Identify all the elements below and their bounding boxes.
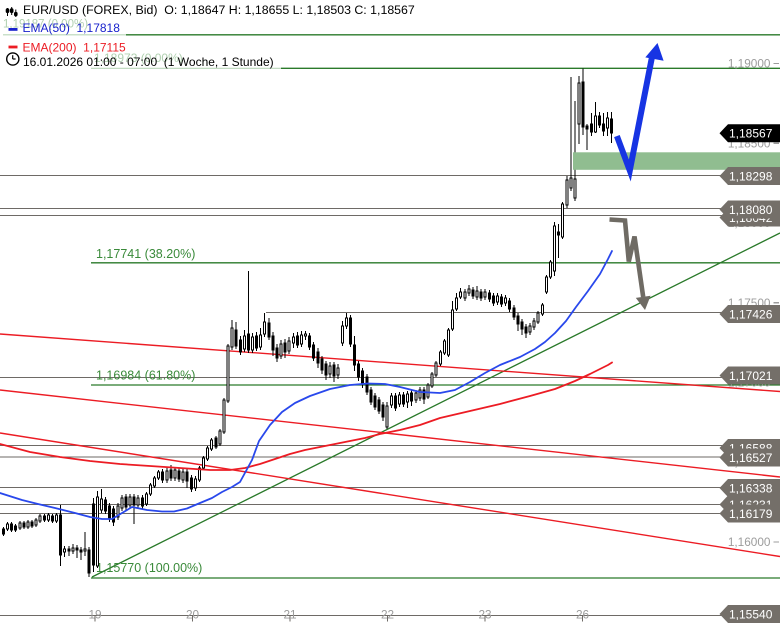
svg-text:1,16984 (61.80%): 1,16984 (61.80%): [96, 369, 195, 383]
svg-text:1,16000: 1,16000: [728, 535, 771, 549]
svg-text:22: 22: [381, 608, 394, 622]
svg-text:26: 26: [576, 608, 590, 622]
svg-text:1,17021: 1,17021: [729, 369, 773, 383]
svg-text:EUR/USD (FOREX, Bid) O: 1,186: EUR/USD (FOREX, Bid) O: 1,18647 H: 1,186…: [23, 3, 415, 17]
svg-text:19: 19: [88, 608, 101, 622]
svg-text:1,17741 (38.20%): 1,17741 (38.20%): [96, 247, 195, 261]
svg-text:1,15770 (100.00%): 1,15770 (100.00%): [96, 561, 202, 575]
svg-text:EMA(200) 1,17115: EMA(200) 1,17115: [23, 41, 126, 55]
svg-text:1,15540: 1,15540: [729, 608, 773, 622]
svg-text:1,16338: 1,16338: [729, 482, 773, 496]
svg-text:1,18298: 1,18298: [729, 170, 773, 184]
svg-text:1,19187 (0.00%): 1,19187 (0.00%): [3, 19, 88, 31]
svg-text:EMA(50) 1,17818: EMA(50) 1,17818: [23, 21, 121, 35]
svg-text:1,16527: 1,16527: [729, 451, 773, 465]
svg-text:21: 21: [283, 608, 296, 622]
svg-text:1,16179: 1,16179: [729, 507, 773, 521]
svg-text:1,18973 (0.00%): 1,18973 (0.00%): [94, 51, 183, 65]
svg-text:1,17426: 1,17426: [729, 308, 773, 322]
svg-text:1,19000: 1,19000: [728, 57, 771, 71]
svg-text:1,18567: 1,18567: [729, 127, 773, 141]
svg-text:23: 23: [478, 608, 492, 622]
svg-text:20: 20: [186, 608, 200, 622]
svg-text:16.01.2026 01:00 - 07:00 (1 W: 16.01.2026 01:00 - 07:00 (1 Woche, 1 Stu…: [23, 55, 274, 69]
svg-text:1,18080: 1,18080: [729, 203, 773, 217]
